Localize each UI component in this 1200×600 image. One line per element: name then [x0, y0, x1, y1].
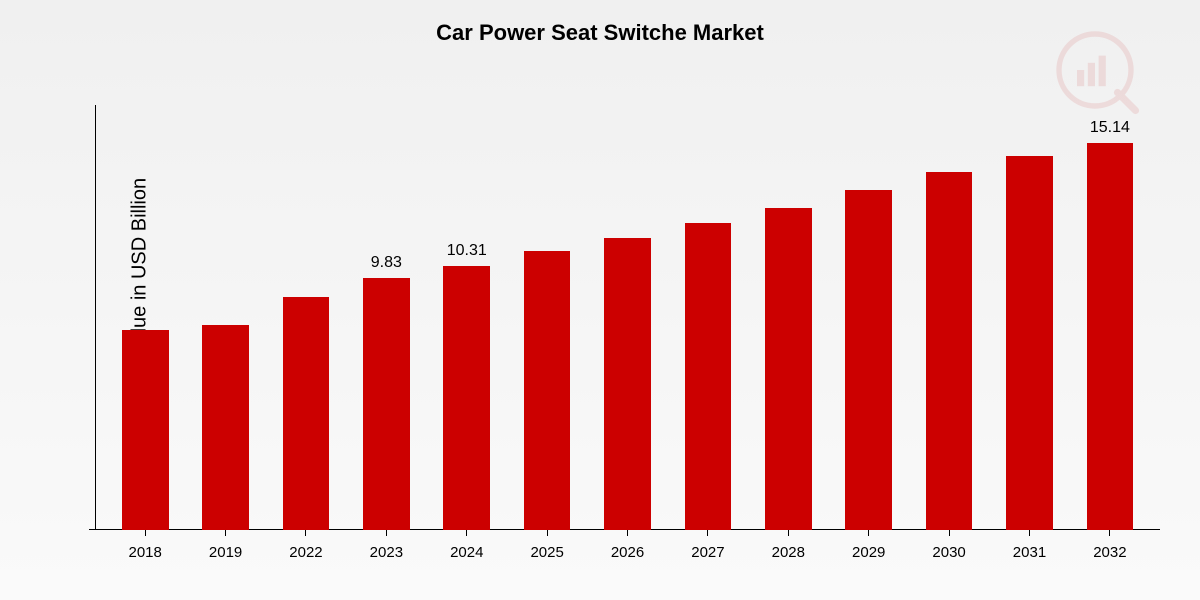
tick-mark — [145, 530, 146, 536]
tick-mark — [949, 530, 950, 536]
tick-mark — [305, 530, 306, 536]
bar-value-label: 9.83 — [371, 254, 402, 272]
x-tick-label: 2022 — [289, 544, 322, 561]
bar — [122, 330, 169, 530]
bar-slot — [185, 95, 265, 530]
x-tick-label: 2023 — [370, 544, 403, 561]
bar — [685, 223, 732, 530]
x-tick: 2027 — [668, 530, 748, 600]
tick-mark — [627, 530, 628, 536]
tick-mark — [788, 530, 789, 536]
x-tick-label: 2026 — [611, 544, 644, 561]
bar-slot — [507, 95, 587, 530]
bar-slot — [668, 95, 748, 530]
bar-slot: 9.83 — [346, 95, 426, 530]
bar-value-label: 10.31 — [447, 242, 487, 260]
bar-slot — [105, 95, 185, 530]
bar — [1006, 156, 1053, 530]
chart-container: Car Power Seat Switche Market Market Val… — [0, 0, 1200, 600]
bar-slot — [909, 95, 989, 530]
x-tick-label: 2019 — [209, 544, 242, 561]
x-tick: 2022 — [266, 530, 346, 600]
plot-area: 9.83 10.31 15.14 — [95, 95, 1160, 530]
tick-mark — [386, 530, 387, 536]
tick-mark — [466, 530, 467, 536]
bar-slot — [587, 95, 667, 530]
x-tick: 2029 — [829, 530, 909, 600]
x-tick: 2032 — [1070, 530, 1150, 600]
x-tick: 2018 — [105, 530, 185, 600]
bar-slot — [748, 95, 828, 530]
bar — [765, 208, 812, 530]
bar — [443, 266, 490, 530]
tick-mark — [707, 530, 708, 536]
bar-slot — [829, 95, 909, 530]
x-tick-label: 2032 — [1093, 544, 1126, 561]
x-tick: 2030 — [909, 530, 989, 600]
bar — [926, 172, 973, 530]
x-tick-label: 2018 — [129, 544, 162, 561]
x-ticks-group: 2018 2019 2022 2023 2024 2025 2026 2027 2028 2029… — [95, 530, 1160, 600]
bar-slot: 10.31 — [427, 95, 507, 530]
x-tick-label: 2031 — [1013, 544, 1046, 561]
tick-mark — [1109, 530, 1110, 536]
bar-slot — [989, 95, 1069, 530]
bar-value-label: 15.14 — [1090, 119, 1130, 137]
tick-mark — [547, 530, 548, 536]
x-tick: 2024 — [427, 530, 507, 600]
x-tick-label: 2030 — [932, 544, 965, 561]
bar — [524, 251, 571, 530]
bar — [604, 238, 651, 530]
x-tick-label: 2027 — [691, 544, 724, 561]
x-tick: 2025 — [507, 530, 587, 600]
x-tick-label: 2029 — [852, 544, 885, 561]
tick-mark — [868, 530, 869, 536]
x-tick: 2026 — [587, 530, 667, 600]
x-tick: 2023 — [346, 530, 426, 600]
tick-mark — [225, 530, 226, 536]
bar-slot: 15.14 — [1070, 95, 1150, 530]
bar — [1087, 143, 1134, 530]
x-tick: 2031 — [989, 530, 1069, 600]
bar — [363, 278, 410, 530]
x-tick-label: 2028 — [772, 544, 805, 561]
chart-title: Car Power Seat Switche Market — [436, 20, 764, 46]
bars-group: 9.83 10.31 15.14 — [95, 95, 1160, 530]
tick-mark — [1029, 530, 1030, 536]
bar-slot — [266, 95, 346, 530]
bar — [283, 297, 330, 530]
x-tick-label: 2024 — [450, 544, 483, 561]
x-tick: 2028 — [748, 530, 828, 600]
x-tick-label: 2025 — [530, 544, 563, 561]
x-tick: 2019 — [185, 530, 265, 600]
bar — [845, 190, 892, 530]
bar — [202, 325, 249, 530]
